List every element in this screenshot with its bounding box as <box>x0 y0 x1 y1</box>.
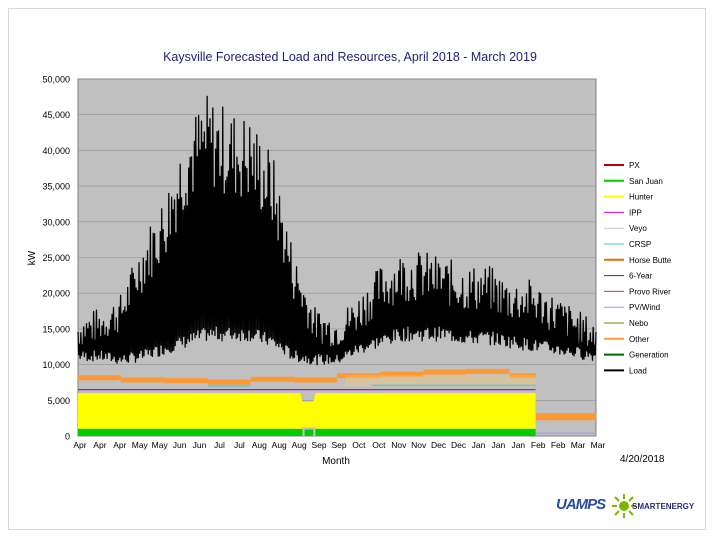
other-band-segment <box>423 369 467 375</box>
x-tick-label: Oct <box>372 440 386 450</box>
chart-frame <box>8 8 706 530</box>
x-tick-label: Sep <box>312 440 327 450</box>
x-tick-label: Aug <box>252 440 267 450</box>
resource-stack <box>78 368 596 436</box>
legend-label: Veyo <box>629 224 647 233</box>
legend-label: IPP <box>629 208 642 217</box>
x-tick-label: Jan <box>511 440 525 450</box>
other-band-tail <box>535 413 596 421</box>
x-tick-label: Dec <box>451 440 467 450</box>
x-tick-label: Feb <box>531 440 546 450</box>
x-tick-label: Jan <box>472 440 486 450</box>
uamps-logo: UAMPS <box>556 496 606 513</box>
chart-title: Kaysville Forecasted Load and Resources,… <box>163 50 537 64</box>
other-band-segment <box>337 373 381 379</box>
legend-label: CRSP <box>629 240 651 249</box>
other-band-segment <box>293 377 337 383</box>
x-tick-label: Apr <box>73 440 86 450</box>
footer-date: 4/20/2018 <box>620 454 665 465</box>
load-series <box>77 95 597 366</box>
legend-label: Generation <box>629 351 669 360</box>
x-tick-label: Apr <box>93 440 106 450</box>
x-tick-label: Jun <box>173 440 187 450</box>
x-tick-label: Sep <box>331 440 346 450</box>
y-tick-label: 50,000 <box>42 75 70 85</box>
x-tick-label: Oct <box>352 440 366 450</box>
x-tick-label: Jul <box>214 440 225 450</box>
other-band-segment <box>509 373 536 379</box>
y-tick-label: 30,000 <box>42 217 70 227</box>
other-band-segment <box>380 371 424 377</box>
legend-label: San Juan <box>629 177 663 186</box>
legend-label: PV/Wind <box>629 303 660 312</box>
x-tick-label: May <box>132 440 149 450</box>
hunter-area <box>78 393 536 429</box>
other-band-segment <box>250 376 294 382</box>
other-band-segment <box>207 379 251 385</box>
x-tick-label: Jul <box>234 440 245 450</box>
nebo-band <box>345 375 536 387</box>
legend-label: Hunter <box>629 193 653 202</box>
legend-label: Provo River <box>629 287 671 296</box>
x-tick-label: May <box>152 440 169 450</box>
y-tick-label: 5,000 <box>47 396 70 406</box>
x-tick-label: Jun <box>193 440 207 450</box>
x-tick-label: Mar <box>591 440 606 450</box>
y-tick-label: 45,000 <box>42 110 70 120</box>
legend-label: Horse Butte <box>629 256 672 265</box>
x-tick-label: Nov <box>391 440 407 450</box>
x-tick-label: Aug <box>292 440 307 450</box>
x-tick-label: Mar <box>571 440 586 450</box>
legend-box <box>598 155 682 380</box>
y-tick-label: 40,000 <box>42 146 70 156</box>
x-tick-label: Dec <box>431 440 447 450</box>
legend-label: Other <box>629 335 649 344</box>
other-band-segment <box>78 375 122 381</box>
legend-label: Load <box>629 366 647 375</box>
other-band-segment <box>121 377 165 383</box>
x-tick-label: Aug <box>272 440 287 450</box>
y-ticks: 0 5,000 10,000 15,000 20,000 25,000 30,000 35,0… <box>42 75 70 442</box>
legend-label: 6-Year <box>629 272 653 281</box>
other-band-segment <box>466 368 510 374</box>
other-band-segment <box>164 378 208 384</box>
legend-label: Nebo <box>629 319 649 328</box>
legend: PX San Juan Hunter IPP Veyo CRSP Horse Butte 6-… <box>604 161 672 375</box>
load-line <box>77 95 597 366</box>
y-tick-label: 25,000 <box>42 253 70 263</box>
x-tick-label: Nov <box>411 440 427 450</box>
smartenergy-logo-icon <box>612 494 636 518</box>
x-ticks: Apr Apr Apr May May Jun Jun Jul Jul Aug Aug Aug Sep S… <box>73 440 605 450</box>
smartenergy-logo-text: SMARTENERGY <box>632 502 695 511</box>
y-tick-label: 15,000 <box>42 324 70 334</box>
legend-label: PX <box>629 161 640 170</box>
x-tick-label: Feb <box>551 440 566 450</box>
x-tick-label: Jan <box>492 440 506 450</box>
y-tick-label: 10,000 <box>42 360 70 370</box>
y-axis-label: kW <box>27 250 38 265</box>
y-tick-label: 35,000 <box>42 182 70 192</box>
y-tick-label: 0 <box>65 432 70 442</box>
san-juan-sep <box>304 429 314 436</box>
x-axis-label: Month <box>322 456 350 467</box>
x-tick-label: Apr <box>113 440 126 450</box>
y-tick-label: 20,000 <box>42 289 70 299</box>
